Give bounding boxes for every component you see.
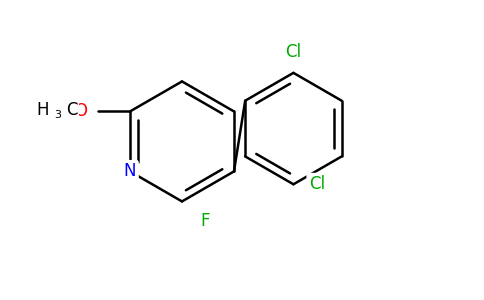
Text: Cl: Cl [286, 43, 302, 61]
Text: F: F [201, 212, 211, 230]
Text: N: N [124, 162, 136, 180]
Text: C: C [67, 101, 78, 119]
Text: 3: 3 [55, 110, 61, 120]
Text: Cl: Cl [309, 175, 325, 193]
Text: H: H [36, 101, 48, 119]
Text: O: O [74, 102, 87, 120]
